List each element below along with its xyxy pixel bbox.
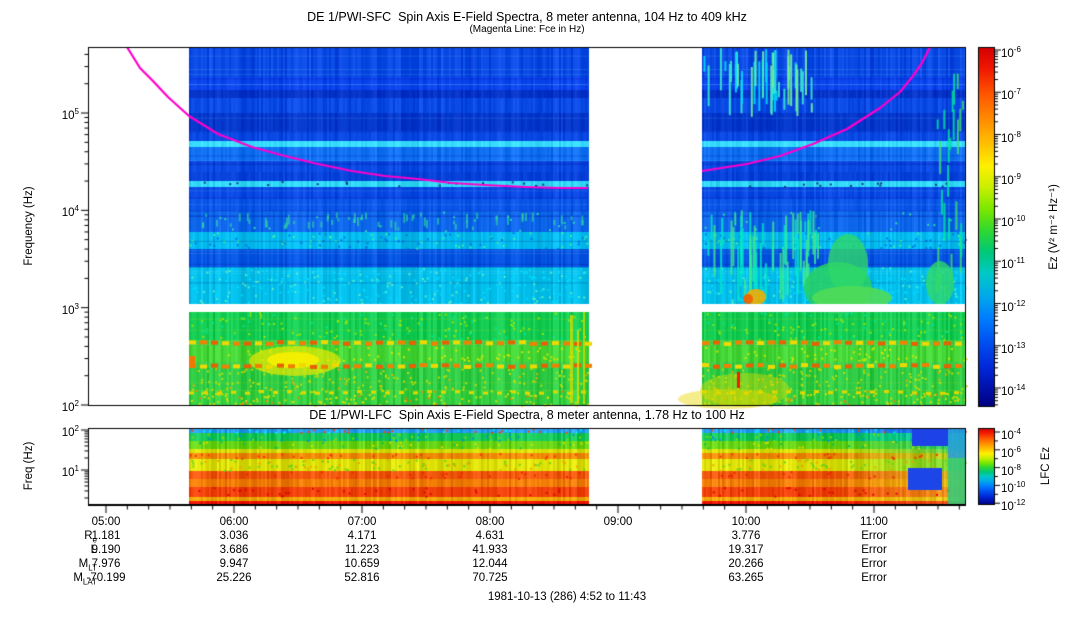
chart-title-lfc: DE 1/PWI-LFC Spin Axis E-Field Spectra, … [309, 408, 745, 422]
colorbar-label-lfc: LFC Ez [1040, 446, 1052, 486]
y-axis-label-sfc: Frequency (Hz) [23, 186, 35, 266]
chart-subtitle: (Magenta Line: Fce in Hz) [469, 24, 585, 35]
chart-title-sfc: DE 1/PWI-SFC Spin Axis E-Field Spectra, … [307, 10, 747, 24]
y-axis-label-lfc: Freq (Hz) [23, 441, 35, 491]
colorbar-label-sfc: Ez (V² m⁻² Hz⁻¹) [1048, 184, 1060, 270]
footer-date-range: 1981-10-13 (286) 4:52 to 11:43 [487, 591, 647, 603]
